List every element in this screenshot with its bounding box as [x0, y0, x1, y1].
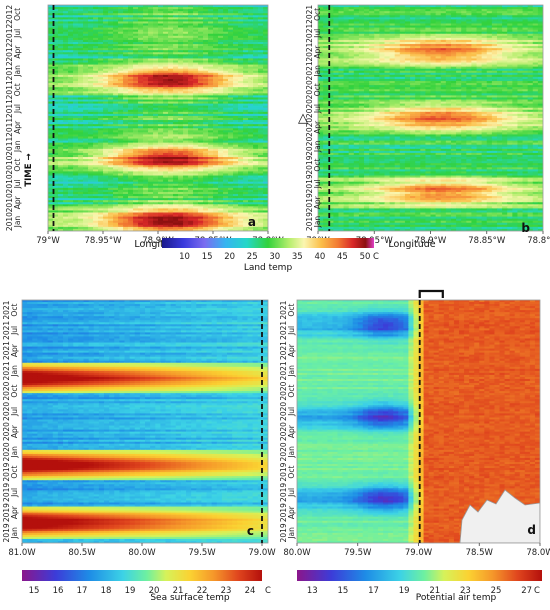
y-tick-label: 2011Apr [5, 118, 22, 137]
panel-b: 2019Jan2019Apr2019Jul2019Oct2020Jan2020A… [298, 5, 550, 250]
panel-a-heatmap [48, 5, 269, 232]
y-tick-label: 2010Jul [5, 174, 22, 193]
y-tick-label: 2012Apr [5, 42, 22, 61]
y-tick-label: 2010Oct [5, 155, 22, 174]
y-tick-label: 2011Jul [5, 99, 22, 118]
y-tick-label: 2010Jan [5, 212, 22, 231]
panel-a-letter: a [248, 215, 256, 229]
y-tick-label: 2012Oct [5, 5, 22, 24]
x-tick-label: 78.95°W [85, 236, 123, 246]
panel-a: 2010Jan2010Apr2010Jul2010Oct2011Jan2011A… [5, 5, 284, 250]
panel-b-heatmap [318, 5, 544, 232]
time-arrow-label: TIME → [24, 153, 34, 186]
y-tick-label: 2011Jan [5, 137, 22, 156]
x-tick-label: 79°W [36, 236, 60, 246]
panel-a-y-ticks: 2010Jan2010Apr2010Jul2010Oct2011Jan2011A… [5, 5, 22, 232]
y-tick-label: 2010Apr [5, 193, 22, 212]
y-tick-label: 2011Oct [5, 80, 22, 99]
y-tick-label: 2012Jan [5, 61, 22, 80]
y-tick-label: 2012Jul [5, 24, 22, 43]
